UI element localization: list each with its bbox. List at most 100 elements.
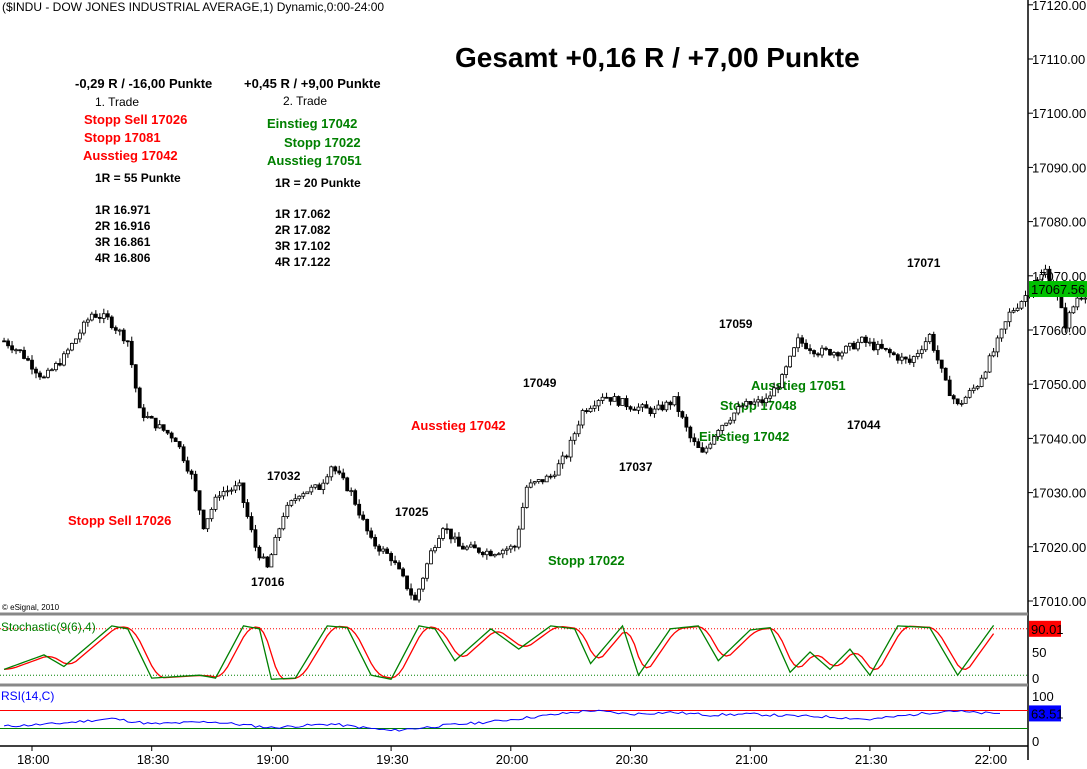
candle-body (273, 536, 278, 556)
candle-body (895, 354, 900, 361)
candle-body (660, 404, 665, 411)
candle-body (676, 396, 681, 412)
candle-body (241, 482, 246, 504)
stochastic-label: Stochastic(9(6),4) (1, 620, 96, 634)
candle-body (381, 548, 386, 552)
candle-body (536, 479, 541, 482)
candle-body (42, 376, 46, 379)
candle-body (233, 485, 238, 491)
candle-body (939, 359, 944, 369)
candle-body (1023, 295, 1028, 302)
time-tick-label: 20:30 (616, 752, 649, 767)
time-tick-label: 21:00 (735, 752, 768, 767)
candle-body (704, 447, 709, 453)
candle-body (161, 424, 166, 431)
chart-annotation: Stopp Sell 17026 (68, 513, 171, 528)
candle-body (828, 348, 832, 356)
candle-body (1003, 321, 1008, 330)
candle-body (820, 347, 824, 356)
candle-body (185, 460, 190, 472)
candle-body (293, 498, 298, 501)
chart-annotation: 17032 (267, 469, 301, 483)
candle-body (484, 550, 489, 556)
candle-body (644, 404, 649, 409)
candle-body (465, 546, 469, 550)
candle-body (903, 356, 908, 360)
price-tick-label: 17090.00 (1032, 160, 1086, 175)
candle-body (584, 410, 589, 412)
trade1-line: Ausstieg 17042 (83, 148, 178, 163)
candle-body (951, 395, 956, 400)
chart-annotation: 17044 (847, 418, 881, 432)
candle-body (245, 502, 250, 517)
candle-body (62, 353, 66, 366)
candle-body (105, 313, 110, 318)
trade2-risk: 1R = 20 Punkte (275, 176, 361, 190)
candle-body (393, 560, 397, 564)
trade2-target: 4R 17.122 (275, 255, 331, 269)
candle-body (664, 401, 669, 411)
candle-body (919, 349, 924, 354)
candle-body (612, 396, 617, 402)
candle-body (141, 407, 146, 418)
candle-body (101, 313, 106, 319)
candle-body (289, 500, 294, 506)
candle-body (225, 490, 230, 493)
candle-body (588, 407, 593, 412)
candle-body (201, 509, 206, 530)
candle-body (397, 562, 401, 570)
price-tick-label: 17050.00 (1032, 377, 1086, 392)
candle-body (197, 490, 202, 511)
trade2-target: 1R 17.062 (275, 207, 331, 221)
candle-body (796, 337, 800, 349)
candle-body (6, 340, 10, 347)
rsi-tick-label: 0 (1032, 734, 1039, 749)
candle-body (317, 484, 322, 490)
price-axis: 17010.00 17020.00 17030.00 17040.00 17050.00… (1028, 0, 1087, 609)
candle-body (453, 536, 457, 540)
candle-body (385, 548, 390, 554)
trade1-line: Stopp Sell 17026 (84, 112, 187, 127)
candle-body (58, 363, 62, 366)
candle-body (369, 530, 374, 538)
candle-body (879, 343, 884, 349)
stoch-value: 90.01 (1031, 622, 1064, 637)
trade2-name: 2. Trade (283, 94, 327, 108)
candle-body (145, 416, 150, 418)
candle-body (628, 406, 633, 410)
candle-body (648, 407, 653, 415)
trade1-target: 3R 16.861 (95, 235, 151, 249)
candle-body (261, 556, 266, 559)
trade1-line: Stopp 17081 (84, 130, 161, 145)
candle-body (109, 316, 114, 329)
candle-body (875, 343, 880, 351)
candle-body (77, 332, 82, 340)
candle-body (756, 399, 761, 403)
candle-body (173, 437, 178, 442)
candle-body (720, 424, 725, 431)
candle-body (10, 345, 14, 351)
candle-body (281, 516, 286, 530)
candle-body (217, 495, 222, 498)
rsi-tick-label: 100 (1032, 689, 1054, 704)
candle-body (153, 417, 158, 429)
candle-body (321, 482, 326, 490)
candle-body (189, 470, 194, 475)
candle-body (137, 387, 142, 409)
candle-body (995, 337, 1000, 353)
candle-body (401, 568, 405, 577)
candle-body (297, 495, 302, 500)
candle-body (652, 408, 657, 415)
candle-body (413, 594, 417, 601)
candle-body (337, 470, 342, 474)
candle-body (684, 416, 689, 428)
time-axis: 18:00 18:30 19:00 19:30 20:00 20:30 21:00 21:30… (17, 746, 1007, 767)
stoch-value-badge (1029, 620, 1061, 637)
time-tick-label: 20:00 (496, 752, 529, 767)
candle-body (596, 400, 601, 407)
candle-body (361, 514, 366, 520)
candle-body (429, 550, 433, 565)
candle-body (732, 412, 737, 421)
candle-body (205, 518, 210, 530)
candle-body (636, 406, 641, 411)
